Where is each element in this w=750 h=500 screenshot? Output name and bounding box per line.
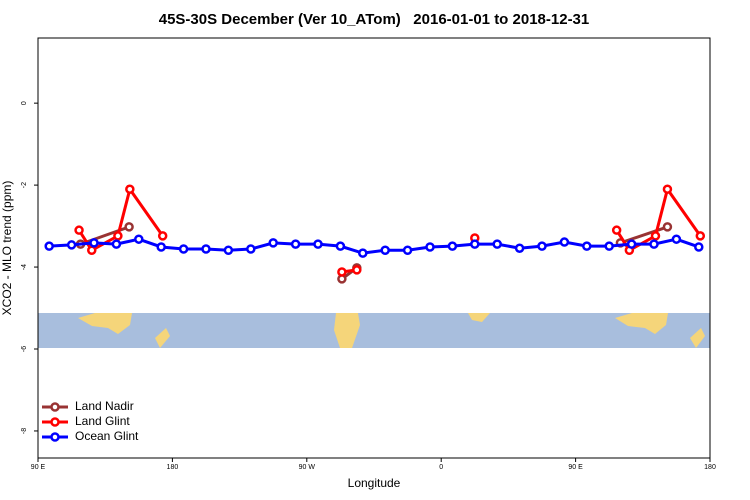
data-point — [156, 242, 166, 252]
data-point — [604, 241, 614, 251]
legend-marker — [50, 417, 60, 427]
data-point — [124, 222, 134, 232]
data-point — [447, 241, 458, 251]
data-point — [223, 245, 234, 256]
y-tick-label: -8 — [21, 428, 28, 434]
data-point — [650, 231, 661, 241]
map-strip — [38, 313, 710, 348]
legend-marker — [50, 432, 60, 442]
data-point — [111, 239, 122, 249]
x-axis-label: Longitude — [348, 476, 401, 490]
x-tick-label: 180 — [704, 464, 716, 471]
x-tick-label: 90 W — [299, 464, 316, 471]
legend-label: Land Glint — [75, 414, 130, 428]
x-tick-label: 0 — [439, 464, 443, 471]
data-point — [89, 238, 99, 248]
data-point — [671, 234, 682, 244]
data-point — [313, 239, 323, 249]
y-tick-label: -6 — [21, 346, 28, 352]
chart-title: 45S-30S December (Ver 10_ATom) 2016-01-0… — [159, 11, 590, 28]
data-point — [537, 241, 547, 251]
series-line — [77, 185, 702, 274]
data-point — [134, 234, 144, 244]
data-point — [337, 267, 347, 277]
data-point — [201, 244, 211, 254]
data-point — [290, 239, 301, 249]
data-point — [649, 239, 659, 249]
y-tick-label: 0 — [21, 101, 28, 105]
data-point — [582, 241, 592, 251]
data-point — [694, 242, 704, 252]
data-point — [358, 248, 368, 258]
y-tick-label: -4 — [21, 264, 28, 270]
x-tick-label: 180 — [167, 464, 179, 471]
x-tick-label: 90 E — [568, 464, 583, 471]
data-point — [268, 238, 278, 248]
data-point — [425, 242, 435, 252]
y-tick-label: -2 — [21, 182, 28, 188]
data-point — [695, 231, 706, 241]
data-point — [662, 184, 673, 194]
data-point — [402, 245, 413, 256]
data-point — [66, 240, 77, 250]
data-point — [380, 245, 390, 256]
data-point — [113, 231, 123, 241]
data-point — [559, 237, 570, 247]
series-line — [49, 237, 700, 255]
data-point — [611, 225, 622, 235]
data-point — [178, 244, 189, 254]
data-point — [44, 241, 54, 251]
y-axis-label: XCO2 - MLO trend (ppm) — [0, 181, 14, 316]
legend-marker — [50, 402, 60, 412]
data-point — [125, 184, 135, 194]
legend-label: Land Nadir — [75, 399, 134, 413]
data-point — [470, 239, 480, 249]
data-point — [492, 239, 502, 249]
plot-frame — [37, 37, 711, 459]
data-point — [74, 225, 84, 235]
data-point — [87, 245, 97, 256]
legend-label: Ocean Glint — [75, 429, 139, 443]
data-point — [157, 231, 168, 241]
data-point — [514, 243, 525, 253]
data-point — [626, 239, 637, 249]
data-point — [246, 244, 256, 254]
data-point — [335, 241, 346, 251]
data-point — [352, 265, 362, 275]
x-tick-label: 90 E — [31, 464, 46, 471]
data-point — [662, 222, 673, 232]
